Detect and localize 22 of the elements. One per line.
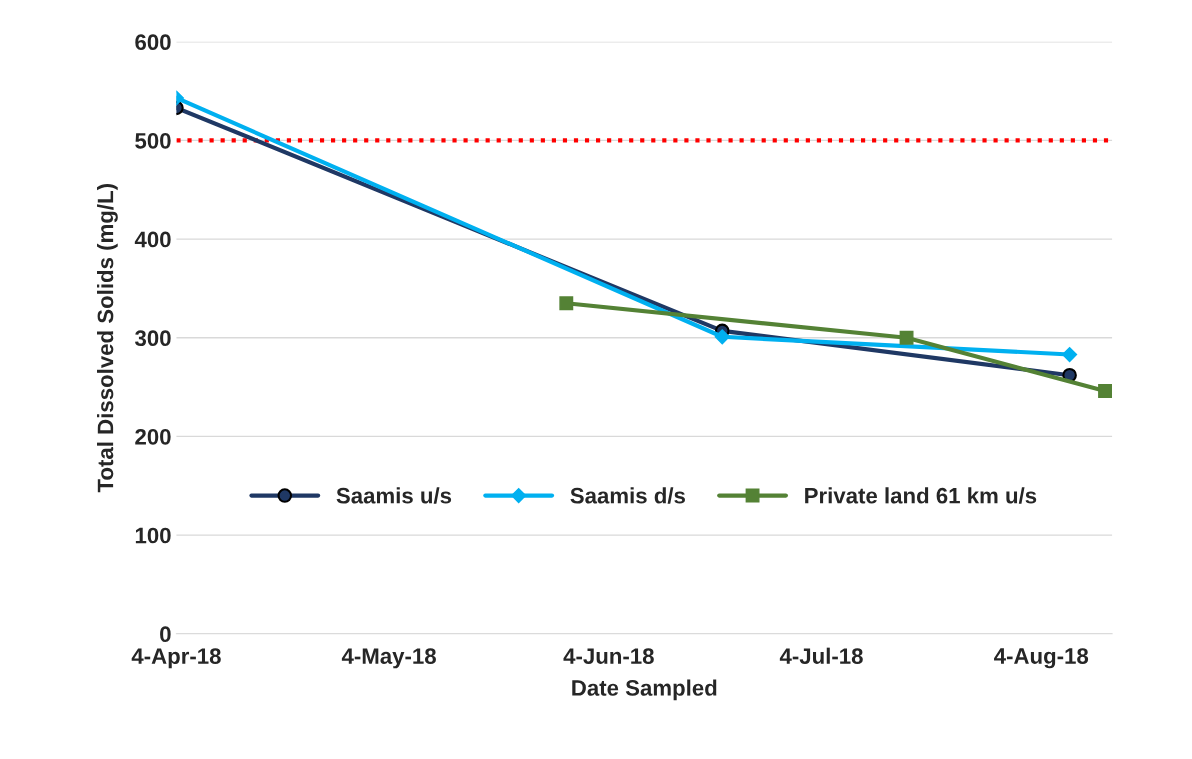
y-tick-label: 600 xyxy=(135,34,171,51)
y-tick-label: 0 xyxy=(160,626,171,643)
x-tick-label: 4-May-18 xyxy=(341,648,436,669)
point xyxy=(1098,384,1112,398)
y-axis-title: Total Dissolved Solids (mg/L) xyxy=(97,184,118,493)
point xyxy=(559,296,574,311)
y-tick-label: 400 xyxy=(134,231,171,248)
x-axis-title: Date Sampled xyxy=(572,679,717,701)
legend-label: Private land 61 km u/s xyxy=(805,487,1037,504)
x-tick-label: 4-Jul-18 xyxy=(779,647,863,664)
y-tick-label: 200 xyxy=(135,428,171,445)
y-tick-label: 500 xyxy=(135,132,171,149)
x-tick-label: 4-Aug-18 xyxy=(994,648,1089,669)
y-tick-label: 100 xyxy=(135,527,171,544)
point xyxy=(714,329,730,345)
legend-label: Saamis d/s xyxy=(570,487,685,504)
x-tick-label: 4-Apr-18 xyxy=(131,648,221,669)
point xyxy=(1062,346,1078,363)
legend-label: Saamis u/s xyxy=(336,487,452,504)
y-tick-label: 300 xyxy=(134,330,171,347)
point xyxy=(899,330,914,345)
x-tick-label: 4-Jun-18 xyxy=(563,648,654,664)
